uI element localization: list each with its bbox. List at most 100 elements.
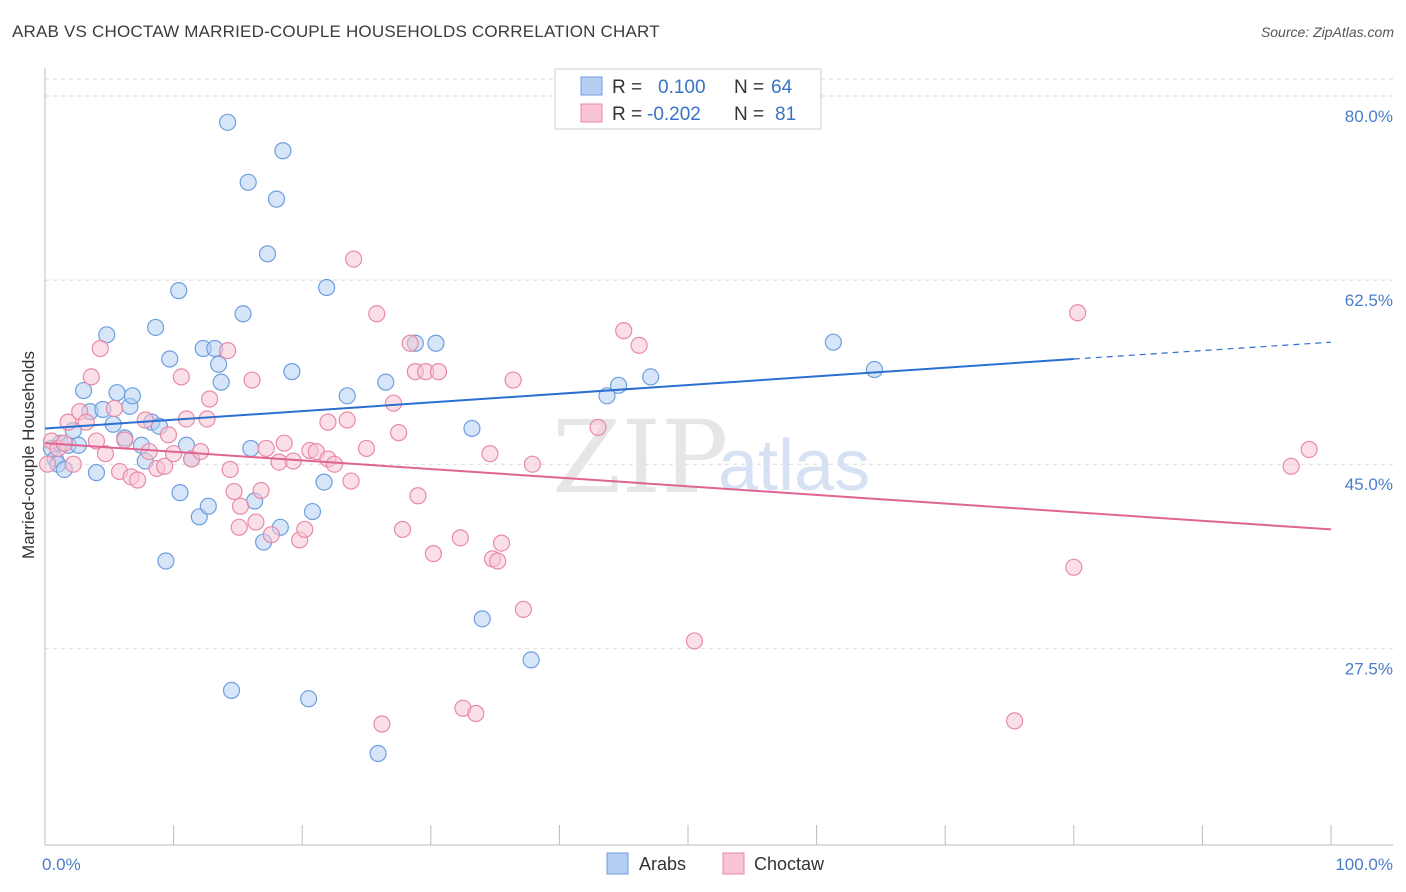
choctaw-point bbox=[1300, 440, 1318, 459]
choctaw-point bbox=[165, 445, 183, 463]
arab-point bbox=[824, 333, 842, 351]
arab-point bbox=[865, 360, 884, 379]
arab-point bbox=[315, 473, 333, 491]
y-axis-label: Married-couple Households bbox=[19, 351, 38, 559]
series-legend: Arabs Choctaw bbox=[606, 852, 825, 875]
choctaw-point bbox=[451, 529, 469, 547]
chart-title: ARAB VS CHOCTAW MARRIED-COUPLE HOUSEHOLD… bbox=[12, 22, 660, 41]
arab-point bbox=[318, 278, 336, 297]
choctaw-point bbox=[467, 704, 485, 723]
arab-point bbox=[473, 610, 491, 628]
legend-r-label-arabs: R = bbox=[612, 77, 642, 98]
choctaw-point bbox=[685, 632, 704, 650]
choctaw-point bbox=[345, 250, 363, 268]
choctaw-point bbox=[373, 715, 391, 733]
series-swatch-arabs bbox=[606, 852, 629, 875]
arab-point bbox=[157, 552, 175, 570]
arab-point bbox=[212, 373, 230, 391]
choctaw-point bbox=[64, 455, 82, 473]
choctaw-point bbox=[247, 513, 265, 531]
x-tick-label-min: 0.0% bbox=[42, 855, 81, 874]
choctaw-point bbox=[523, 455, 541, 473]
choctaw-point bbox=[116, 431, 134, 449]
watermark-zip: ZIP bbox=[552, 399, 728, 516]
arab-point bbox=[199, 497, 217, 515]
arab-point bbox=[338, 387, 356, 405]
choctaw-point bbox=[243, 371, 261, 389]
source-credit: Source: ZipAtlas.com bbox=[1260, 24, 1394, 40]
choctaw-point bbox=[136, 411, 154, 429]
legend-r-value-choctaw: -0.202 bbox=[647, 104, 701, 125]
choctaw-point bbox=[1006, 712, 1024, 730]
arab-point bbox=[258, 245, 277, 263]
arab-point bbox=[598, 387, 616, 405]
series-label-arabs: Arabs bbox=[639, 854, 686, 874]
arab-point bbox=[369, 744, 387, 763]
legend-swatch-choctaw bbox=[580, 103, 603, 123]
choctaw-point bbox=[1282, 457, 1300, 475]
choctaw-point bbox=[615, 322, 633, 340]
choctaw-point bbox=[325, 455, 343, 473]
arab-point bbox=[234, 305, 252, 323]
arab-point bbox=[303, 502, 322, 521]
choctaw-point bbox=[489, 552, 507, 570]
arab-point bbox=[108, 384, 126, 402]
choctaw-point bbox=[429, 363, 448, 381]
choctaw-trend-line bbox=[44, 442, 1332, 531]
choctaw-point bbox=[424, 545, 442, 563]
legend-r-label-choctaw: R = bbox=[612, 104, 642, 125]
arab-point bbox=[171, 484, 189, 502]
series-swatch-choctaw bbox=[722, 852, 745, 875]
arab-point bbox=[210, 355, 228, 373]
arab-point bbox=[161, 350, 179, 368]
choctaw-point bbox=[357, 439, 376, 458]
choctaw-point bbox=[198, 410, 216, 428]
choctaw-point bbox=[275, 434, 293, 452]
choctaw-point bbox=[338, 411, 356, 429]
legend-r-value-arabs: 0.100 bbox=[658, 77, 706, 98]
choctaw-point bbox=[630, 336, 648, 354]
choctaw-point bbox=[155, 457, 174, 475]
choctaw-point bbox=[221, 460, 239, 479]
choctaw-point bbox=[38, 455, 57, 473]
choctaw-point bbox=[128, 471, 147, 489]
x-tick-label-max: 100.0% bbox=[1335, 855, 1393, 874]
arab-point bbox=[239, 173, 257, 191]
axes: 80.0% 62.5% 45.0% 27.5% 0.0% 100.0% bbox=[42, 68, 1393, 874]
y-tick-label: 27.5% bbox=[1345, 659, 1393, 678]
choctaw-point bbox=[342, 472, 360, 490]
legend-swatch-arabs bbox=[580, 76, 603, 96]
arab-point bbox=[267, 190, 286, 208]
legend-n-label-arabs: N = bbox=[734, 77, 764, 98]
choctaw-point bbox=[219, 342, 237, 360]
arab-point bbox=[170, 282, 188, 300]
arab-trend-extension bbox=[1073, 341, 1332, 360]
arab-point bbox=[146, 318, 165, 337]
y-tick-label: 80.0% bbox=[1345, 107, 1393, 126]
choctaw-point bbox=[105, 399, 124, 418]
arab-point bbox=[222, 681, 241, 699]
data-points bbox=[38, 87, 1318, 763]
arab-point bbox=[242, 439, 260, 458]
choctaw-point bbox=[96, 445, 115, 463]
choctaw-point bbox=[1069, 304, 1087, 322]
arab-point bbox=[300, 690, 318, 708]
choctaw-point bbox=[192, 442, 210, 461]
arab-point bbox=[74, 381, 93, 400]
choctaw-point bbox=[87, 432, 106, 450]
legend-n-label-choctaw: N = bbox=[734, 104, 764, 125]
choctaw-point bbox=[270, 453, 288, 471]
arab-point bbox=[642, 368, 660, 386]
arab-trend-line bbox=[44, 358, 1074, 430]
series-label-choctaw: Choctaw bbox=[754, 854, 825, 874]
choctaw-point bbox=[589, 418, 607, 436]
arab-point bbox=[87, 464, 106, 482]
arab-point bbox=[463, 419, 481, 438]
choctaw-point bbox=[172, 368, 190, 386]
choctaw-point bbox=[390, 424, 408, 442]
choctaw-point bbox=[504, 371, 522, 389]
arab-point bbox=[427, 334, 445, 352]
choctaw-point bbox=[368, 305, 386, 323]
choctaw-point bbox=[393, 520, 412, 539]
